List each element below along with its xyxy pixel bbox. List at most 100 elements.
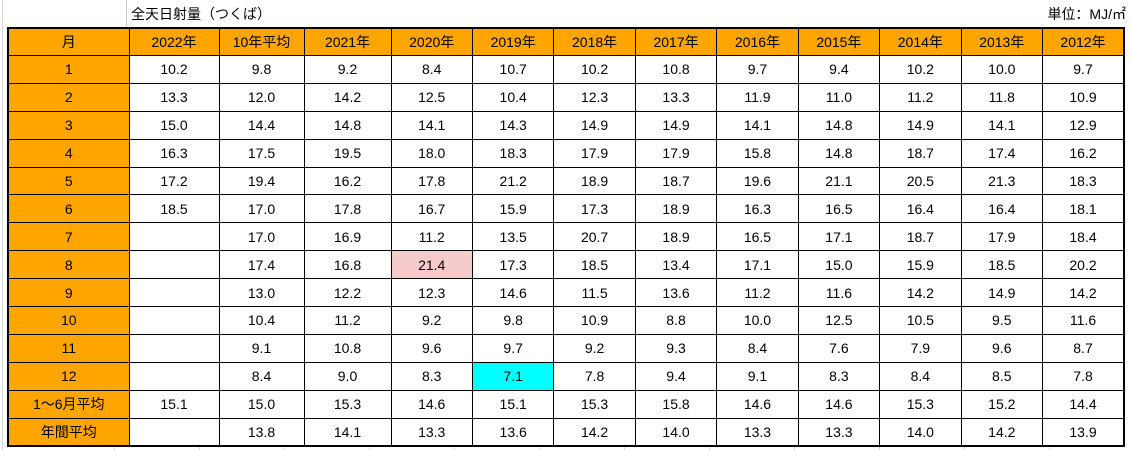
table-cell[interactable]: 9.1: [218, 333, 305, 363]
table-cell[interactable]: 8.7: [1042, 333, 1125, 363]
table-cell[interactable]: 12.9: [1042, 110, 1125, 140]
table-cell[interactable]: 11.2: [879, 82, 962, 112]
table-cell[interactable]: 16.7: [390, 194, 473, 224]
table-cell[interactable]: 9.2: [390, 306, 473, 335]
table-cell[interactable]: 15.0: [128, 110, 220, 140]
year-column-header[interactable]: 2022年: [128, 27, 220, 56]
table-cell[interactable]: 10.4: [218, 306, 305, 335]
table-cell[interactable]: 10.8: [303, 333, 392, 363]
table-cell[interactable]: 15.3: [553, 389, 636, 419]
table-cell[interactable]: 8.4: [879, 361, 962, 391]
table-cell[interactable]: 11.0: [797, 82, 881, 112]
table-cell[interactable]: 15.0: [218, 389, 305, 419]
table-cell[interactable]: 10.2: [128, 55, 220, 84]
table-cell[interactable]: [128, 222, 220, 252]
table-cell[interactable]: 13.6: [471, 417, 555, 447]
row-label[interactable]: 1: [7, 55, 130, 84]
table-cell[interactable]: 13.6: [634, 278, 718, 308]
table-cell[interactable]: 18.5: [128, 194, 220, 224]
year-column-header[interactable]: 2020年: [390, 27, 473, 56]
table-cell[interactable]: 14.2: [553, 417, 636, 447]
row-label[interactable]: 9: [7, 278, 130, 308]
table-cell[interactable]: 11.5: [553, 278, 636, 308]
table-cell[interactable]: 17.4: [218, 250, 305, 280]
year-column-header[interactable]: 2018年: [553, 27, 636, 56]
table-cell[interactable]: 17.1: [716, 250, 799, 280]
table-cell[interactable]: 18.4: [1042, 222, 1125, 252]
table-cell[interactable]: 16.5: [797, 194, 881, 224]
table-cell[interactable]: 20.2: [1042, 250, 1125, 280]
table-cell[interactable]: 18.5: [960, 250, 1044, 280]
table-cell[interactable]: [128, 306, 220, 335]
table-cell[interactable]: 10.4: [471, 82, 555, 112]
table-cell[interactable]: 8.3: [797, 361, 881, 391]
table-cell[interactable]: 10.9: [553, 306, 636, 335]
table-cell[interactable]: 8.4: [716, 333, 799, 363]
table-cell[interactable]: 8.5: [960, 361, 1044, 391]
table-cell[interactable]: 14.6: [797, 389, 881, 419]
table-cell[interactable]: 17.1: [797, 222, 881, 252]
table-cell[interactable]: 9.4: [634, 361, 718, 391]
table-cell[interactable]: 9.8: [471, 306, 555, 335]
table-cell[interactable]: 18.0: [390, 138, 473, 168]
table-cell[interactable]: 15.9: [471, 194, 555, 224]
table-cell[interactable]: 9.5: [960, 306, 1044, 335]
table-cell[interactable]: 13.4: [634, 250, 718, 280]
table-cell[interactable]: 8.8: [634, 306, 718, 335]
table-cell[interactable]: 18.7: [879, 138, 962, 168]
table-cell[interactable]: 14.1: [390, 110, 473, 140]
table-cell[interactable]: 14.6: [390, 389, 473, 419]
table-cell[interactable]: 11.2: [303, 306, 392, 335]
table-cell[interactable]: 12.3: [553, 82, 636, 112]
table-cell[interactable]: 14.6: [716, 389, 799, 419]
table-cell[interactable]: 17.9: [553, 138, 636, 168]
table-cell[interactable]: 14.0: [634, 417, 718, 447]
table-cell[interactable]: 15.8: [716, 138, 799, 168]
table-cell[interactable]: 17.0: [218, 222, 305, 252]
table-cell[interactable]: 14.1: [960, 110, 1044, 140]
table-cell[interactable]: 10.2: [553, 55, 636, 84]
table-cell[interactable]: 12.5: [390, 82, 473, 112]
month-column-header[interactable]: 月: [7, 27, 130, 56]
table-cell[interactable]: 11.2: [390, 222, 473, 252]
table-cell[interactable]: 14.0: [879, 417, 962, 447]
table-cell[interactable]: 9.3: [634, 333, 718, 363]
table-cell[interactable]: 16.9: [303, 222, 392, 252]
table-cell[interactable]: 16.5: [716, 222, 799, 252]
table-cell[interactable]: [128, 361, 220, 391]
table-cell[interactable]: 16.8: [303, 250, 392, 280]
table-cell[interactable]: 10.0: [960, 55, 1044, 84]
table-cell[interactable]: 7.8: [553, 361, 636, 391]
table-cell[interactable]: 13.3: [716, 417, 799, 447]
table-cell[interactable]: 14.1: [303, 417, 392, 447]
table-cell[interactable]: 9.6: [960, 333, 1044, 363]
table-cell[interactable]: [128, 333, 220, 363]
table-cell[interactable]: 13.5: [471, 222, 555, 252]
table-cell[interactable]: 12.2: [303, 278, 392, 308]
year-column-header[interactable]: 10年平均: [218, 27, 305, 56]
table-cell[interactable]: 21.2: [471, 166, 555, 196]
table-cell[interactable]: 7.8: [1042, 361, 1125, 391]
table-cell[interactable]: 18.5: [553, 250, 636, 280]
table-cell[interactable]: 19.5: [303, 138, 392, 168]
table-cell[interactable]: 15.3: [303, 389, 392, 419]
table-cell[interactable]: 7.9: [879, 333, 962, 363]
table-cell[interactable]: 18.3: [1042, 166, 1125, 196]
row-label[interactable]: 5: [7, 166, 130, 196]
row-label[interactable]: 10: [7, 306, 130, 335]
table-cell[interactable]: 19.6: [716, 166, 799, 196]
table-cell[interactable]: 16.4: [960, 194, 1044, 224]
table-cell[interactable]: 15.2: [960, 389, 1044, 419]
table-cell[interactable]: 14.9: [879, 110, 962, 140]
table-cell[interactable]: 9.7: [1042, 55, 1125, 84]
table-cell[interactable]: 9.0: [303, 361, 392, 391]
table-cell[interactable]: 16.2: [1042, 138, 1125, 168]
table-cell[interactable]: 8.4: [218, 361, 305, 391]
year-column-header[interactable]: 2013年: [960, 27, 1044, 56]
table-cell[interactable]: 9.4: [797, 55, 881, 84]
table-cell[interactable]: 21.4: [390, 250, 473, 280]
table-cell[interactable]: [128, 417, 220, 447]
table-cell[interactable]: 17.9: [960, 222, 1044, 252]
table-cell[interactable]: 17.3: [553, 194, 636, 224]
table-cell[interactable]: 10.7: [471, 55, 555, 84]
